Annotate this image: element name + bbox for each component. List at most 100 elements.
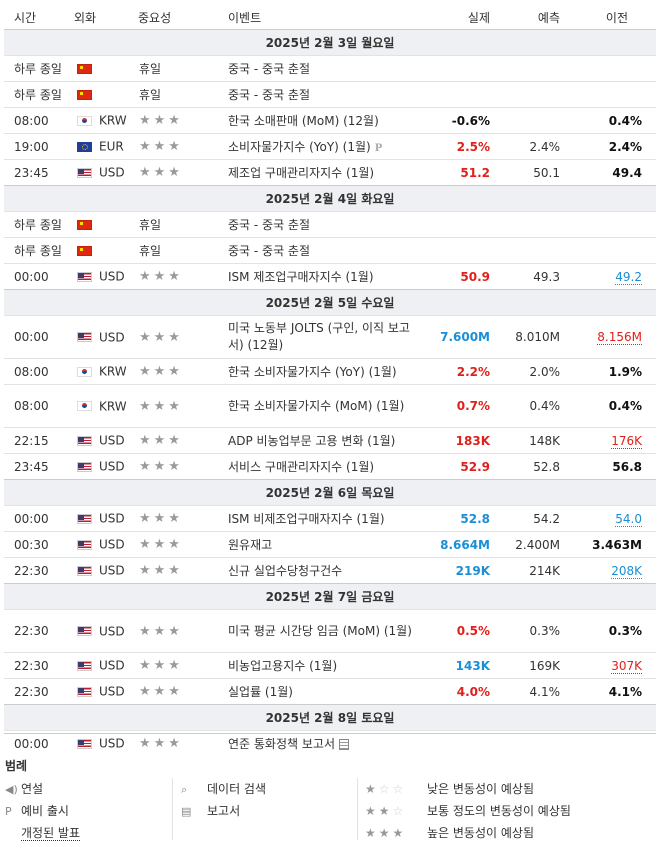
previous-value[interactable]: 54.0 <box>615 511 642 527</box>
event-row[interactable]: 하루 종일 휴일 중국 - 중국 춘절 <box>4 81 656 108</box>
event-row[interactable]: 00:00 USD ★★★ ISM 비제조업구매자지수 (1월) 52.8 54.2 54.… <box>4 505 656 532</box>
event-name[interactable]: 서비스 구매관리자지수 (1월) <box>228 460 375 474</box>
report-icon[interactable] <box>339 739 349 750</box>
event-row[interactable]: 08:00 KRW ★★★ 한국 소매판매 (MoM) (12월) -0.6% 0.4% <box>4 107 656 134</box>
legend-item: 개정된 발표 <box>5 824 81 846</box>
event-row[interactable]: 00:00 USD ★★★ 연준 통화정책 보고서 <box>4 730 656 756</box>
event-name-cell[interactable]: 중국 - 중국 춘절 <box>228 81 414 108</box>
event-name-cell[interactable]: 제조업 구매관리자지수 (1월) <box>228 159 414 186</box>
event-row[interactable]: 00:00 USD ★★★ 미국 노동부 JOLTS (구인, 이직 보고서) (12… <box>4 315 656 359</box>
star-icon: ★ <box>365 826 379 840</box>
event-name-cell[interactable]: 중국 - 중국 춘절 <box>228 55 414 82</box>
event-name[interactable]: 중국 - 중국 춘절 <box>228 218 311 232</box>
event-name[interactable]: 한국 소매판매 (MoM) (12월) <box>228 114 379 128</box>
event-row[interactable]: 하루 종일 휴일 중국 - 중국 춘절 <box>4 55 656 82</box>
importance-stars-icon: ★★★ <box>139 623 183 639</box>
event-name[interactable]: ISM 제조업구매자지수 (1월) <box>228 270 374 284</box>
event-previous: 0.3% <box>570 609 656 653</box>
event-actual: 52.8 <box>414 505 500 532</box>
event-name[interactable]: ADP 비농업부문 고용 변화 (1월) <box>228 434 396 448</box>
previous-value[interactable]: 307K <box>611 658 642 674</box>
event-name[interactable]: 신규 실업수당청구건수 <box>228 564 343 578</box>
event-name-cell[interactable]: 한국 소비자물가지수 (MoM) (1월) <box>228 384 414 428</box>
event-name-cell[interactable]: 연준 통화정책 보고서 <box>228 730 414 756</box>
event-importance: ★★★ <box>138 678 228 705</box>
flag-cn-icon <box>77 89 92 100</box>
header-actual[interactable]: 실제 <box>414 5 500 30</box>
header-time[interactable]: 시간 <box>4 5 74 30</box>
event-name[interactable]: ISM 비제조업구매자지수 (1월) <box>228 512 385 526</box>
event-row[interactable]: 00:30 USD ★★★ 원유재고 8.664M 2.400M 3.463M <box>4 531 656 558</box>
event-name[interactable]: 비농업고용지수 (1월) <box>228 659 338 673</box>
event-row[interactable]: 00:00 USD ★★★ ISM 제조업구매자지수 (1월) 50.9 49.3 49.2 <box>4 263 656 290</box>
event-name[interactable]: 중국 - 중국 춘절 <box>228 244 311 258</box>
event-name-cell[interactable]: 중국 - 중국 춘절 <box>228 211 414 238</box>
flag-us-icon <box>77 461 92 472</box>
event-name[interactable]: 원유재고 <box>228 538 273 552</box>
event-name[interactable]: 미국 평균 시간당 임금 (MoM) (1월) <box>228 623 412 638</box>
event-name-cell[interactable]: 미국 노동부 JOLTS (구인, 이직 보고서) (12월) <box>228 315 414 359</box>
event-row[interactable]: 19:00 EUR ★★★ 소비자물가지수 (YoY) (1월) P 2.5% 2.4% 2.… <box>4 133 656 160</box>
event-currency: EUR <box>74 133 138 160</box>
event-forecast <box>500 730 570 756</box>
event-name[interactable]: 중국 - 중국 춘절 <box>228 88 311 102</box>
event-actual: 8.664M <box>414 531 500 558</box>
event-name-cell[interactable]: 신규 실업수당청구건수 <box>228 557 414 584</box>
event-name[interactable]: 중국 - 중국 춘절 <box>228 62 311 76</box>
event-row[interactable]: 하루 종일 휴일 중국 - 중국 춘절 <box>4 211 656 238</box>
actual-value: 2.2% <box>456 364 490 379</box>
event-row[interactable]: 하루 종일 휴일 중국 - 중국 춘절 <box>4 237 656 264</box>
event-name-cell[interactable]: 비농업고용지수 (1월) <box>228 652 414 679</box>
header-currency[interactable]: 외화 <box>74 5 138 30</box>
event-name[interactable]: 제조업 구매관리자지수 (1월) <box>228 166 375 180</box>
event-row[interactable]: 22:30 USD ★★★ 미국 평균 시간당 임금 (MoM) (1월) 0.5% 0.… <box>4 609 656 653</box>
event-name-cell[interactable]: 미국 평균 시간당 임금 (MoM) (1월) <box>228 609 414 653</box>
header-forecast[interactable]: 예측 <box>500 5 570 30</box>
importance-stars-icon: ★★★ <box>139 736 183 751</box>
flag-kr-icon <box>77 366 92 377</box>
previous-value[interactable]: 208K <box>611 563 642 579</box>
event-name-cell[interactable]: ISM 비제조업구매자지수 (1월) <box>228 505 414 532</box>
day-label: 2025년 2월 6일 목요일 <box>4 479 656 506</box>
event-name[interactable]: 한국 소비자물가지수 (YoY) (1월) <box>228 365 397 379</box>
event-forecast: 54.2 <box>500 505 570 532</box>
event-row[interactable]: 08:00 KRW ★★★ 한국 소비자물가지수 (YoY) (1월) 2.2% 2.0%… <box>4 358 656 385</box>
actual-value: 8.664M <box>440 537 490 552</box>
event-forecast: 169K <box>500 652 570 679</box>
event-row[interactable]: 23:45 USD ★★★ 서비스 구매관리자지수 (1월) 52.9 52.8 56.8 <box>4 453 656 480</box>
event-row[interactable]: 22:30 USD ★★★ 비농업고용지수 (1월) 143K 169K 307K <box>4 652 656 679</box>
event-name[interactable]: 한국 소비자물가지수 (MoM) (1월) <box>228 398 405 413</box>
holiday-label: 휴일 <box>139 62 162 76</box>
event-name-cell[interactable]: 한국 소비자물가지수 (YoY) (1월) <box>228 358 414 385</box>
event-name-cell[interactable]: 소비자물가지수 (YoY) (1월) P <box>228 133 414 160</box>
event-name-cell[interactable]: 실업률 (1월) <box>228 678 414 705</box>
event-name-cell[interactable]: 중국 - 중국 춘절 <box>228 237 414 264</box>
flag-cn-icon <box>77 219 92 230</box>
event-name[interactable]: 실업률 (1월) <box>228 685 293 699</box>
header-importance[interactable]: 중요성 <box>138 5 228 30</box>
event-actual: 7.600M <box>414 315 500 359</box>
event-row[interactable]: 08:00 KRW ★★★ 한국 소비자물가지수 (MoM) (1월) 0.7% 0.4%… <box>4 384 656 428</box>
event-row[interactable]: 22:15 USD ★★★ ADP 비농업부문 고용 변화 (1월) 183K 148K 1… <box>4 427 656 454</box>
importance-stars-icon: ★★★ <box>139 398 183 414</box>
event-forecast <box>500 55 570 82</box>
event-row[interactable]: 22:30 USD ★★★ 신규 실업수당청구건수 219K 214K 208K <box>4 557 656 584</box>
event-name-cell[interactable]: ISM 제조업구매자지수 (1월) <box>228 263 414 290</box>
header-previous[interactable]: 이전 <box>570 5 656 30</box>
previous-value[interactable]: 8.156M <box>597 330 642 345</box>
header-event[interactable]: 이벤트 <box>228 5 414 30</box>
event-row[interactable]: 23:45 USD ★★★ 제조업 구매관리자지수 (1월) 51.2 50.1 49.4 <box>4 159 656 186</box>
event-name[interactable]: 소비자물가지수 (YoY) (1월) <box>228 140 371 154</box>
event-name-cell[interactable]: ADP 비농업부문 고용 변화 (1월) <box>228 427 414 454</box>
event-name-cell[interactable]: 서비스 구매관리자지수 (1월) <box>228 453 414 480</box>
event-row[interactable]: 22:30 USD ★★★ 실업률 (1월) 4.0% 4.1% 4.1% <box>4 678 656 705</box>
event-currency <box>74 237 138 264</box>
event-name[interactable]: 연준 통화정책 보고서 <box>228 737 335 751</box>
event-name-cell[interactable]: 원유재고 <box>228 531 414 558</box>
flag-us-icon <box>77 626 92 637</box>
currency-code: USD <box>99 511 125 526</box>
event-name-cell[interactable]: 한국 소매판매 (MoM) (12월) <box>228 107 414 134</box>
previous-value[interactable]: 176K <box>611 433 642 449</box>
event-name[interactable]: 미국 노동부 JOLTS (구인, 이직 보고서) (12월) <box>228 321 410 352</box>
previous-value[interactable]: 49.2 <box>615 269 642 285</box>
